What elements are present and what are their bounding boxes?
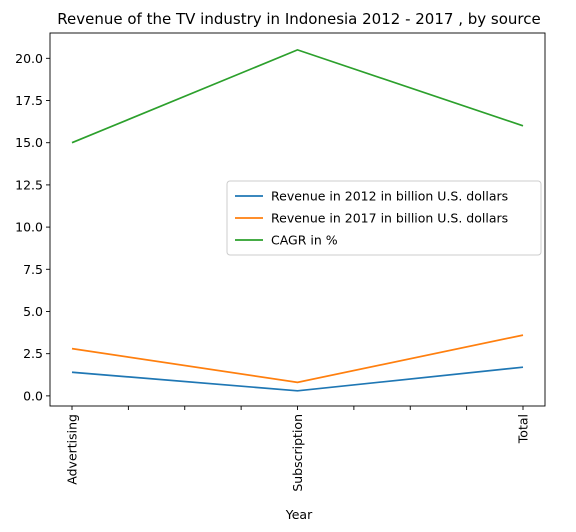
- y-tick-label: 7.5: [23, 262, 43, 277]
- legend-label: CAGR in %: [271, 233, 338, 248]
- legend-label: Revenue in 2012 in billion U.S. dollars: [271, 189, 508, 204]
- y-tick-label: 20.0: [15, 51, 43, 66]
- y-tick-label: 10.0: [15, 220, 43, 235]
- x-tick-label: Total: [516, 414, 531, 444]
- legend-label: Revenue in 2017 in billion U.S. dollars: [271, 211, 508, 226]
- y-tick-label: 5.0: [23, 304, 43, 319]
- y-tick-label: 12.5: [15, 177, 43, 192]
- y-tick-label: 0.0: [23, 388, 43, 403]
- chart-title: Revenue of the TV industry in Indonesia …: [57, 10, 540, 28]
- legend-box: [226, 180, 542, 256]
- legend: Revenue in 2012 in billion U.S. dollars R…: [226, 180, 542, 256]
- y-tick-label: 2.5: [23, 346, 43, 361]
- x-tick-label: Subscription: [290, 414, 305, 492]
- series-line: [71, 366, 524, 392]
- x-axis: Advertising Subscription Total: [65, 406, 531, 492]
- series-line: [71, 49, 524, 144]
- x-tick-label: Advertising: [65, 414, 80, 485]
- series-lines: [71, 49, 524, 392]
- y-tick-label: 15.0: [15, 135, 43, 150]
- y-tick-label: 17.5: [15, 93, 43, 108]
- y-axis: 0.0 2.5 5.0 7.5 10.0 12.5 15.0 17.5 20.0: [15, 51, 50, 403]
- series-line: [71, 334, 524, 384]
- x-axis-label: Year: [285, 507, 313, 522]
